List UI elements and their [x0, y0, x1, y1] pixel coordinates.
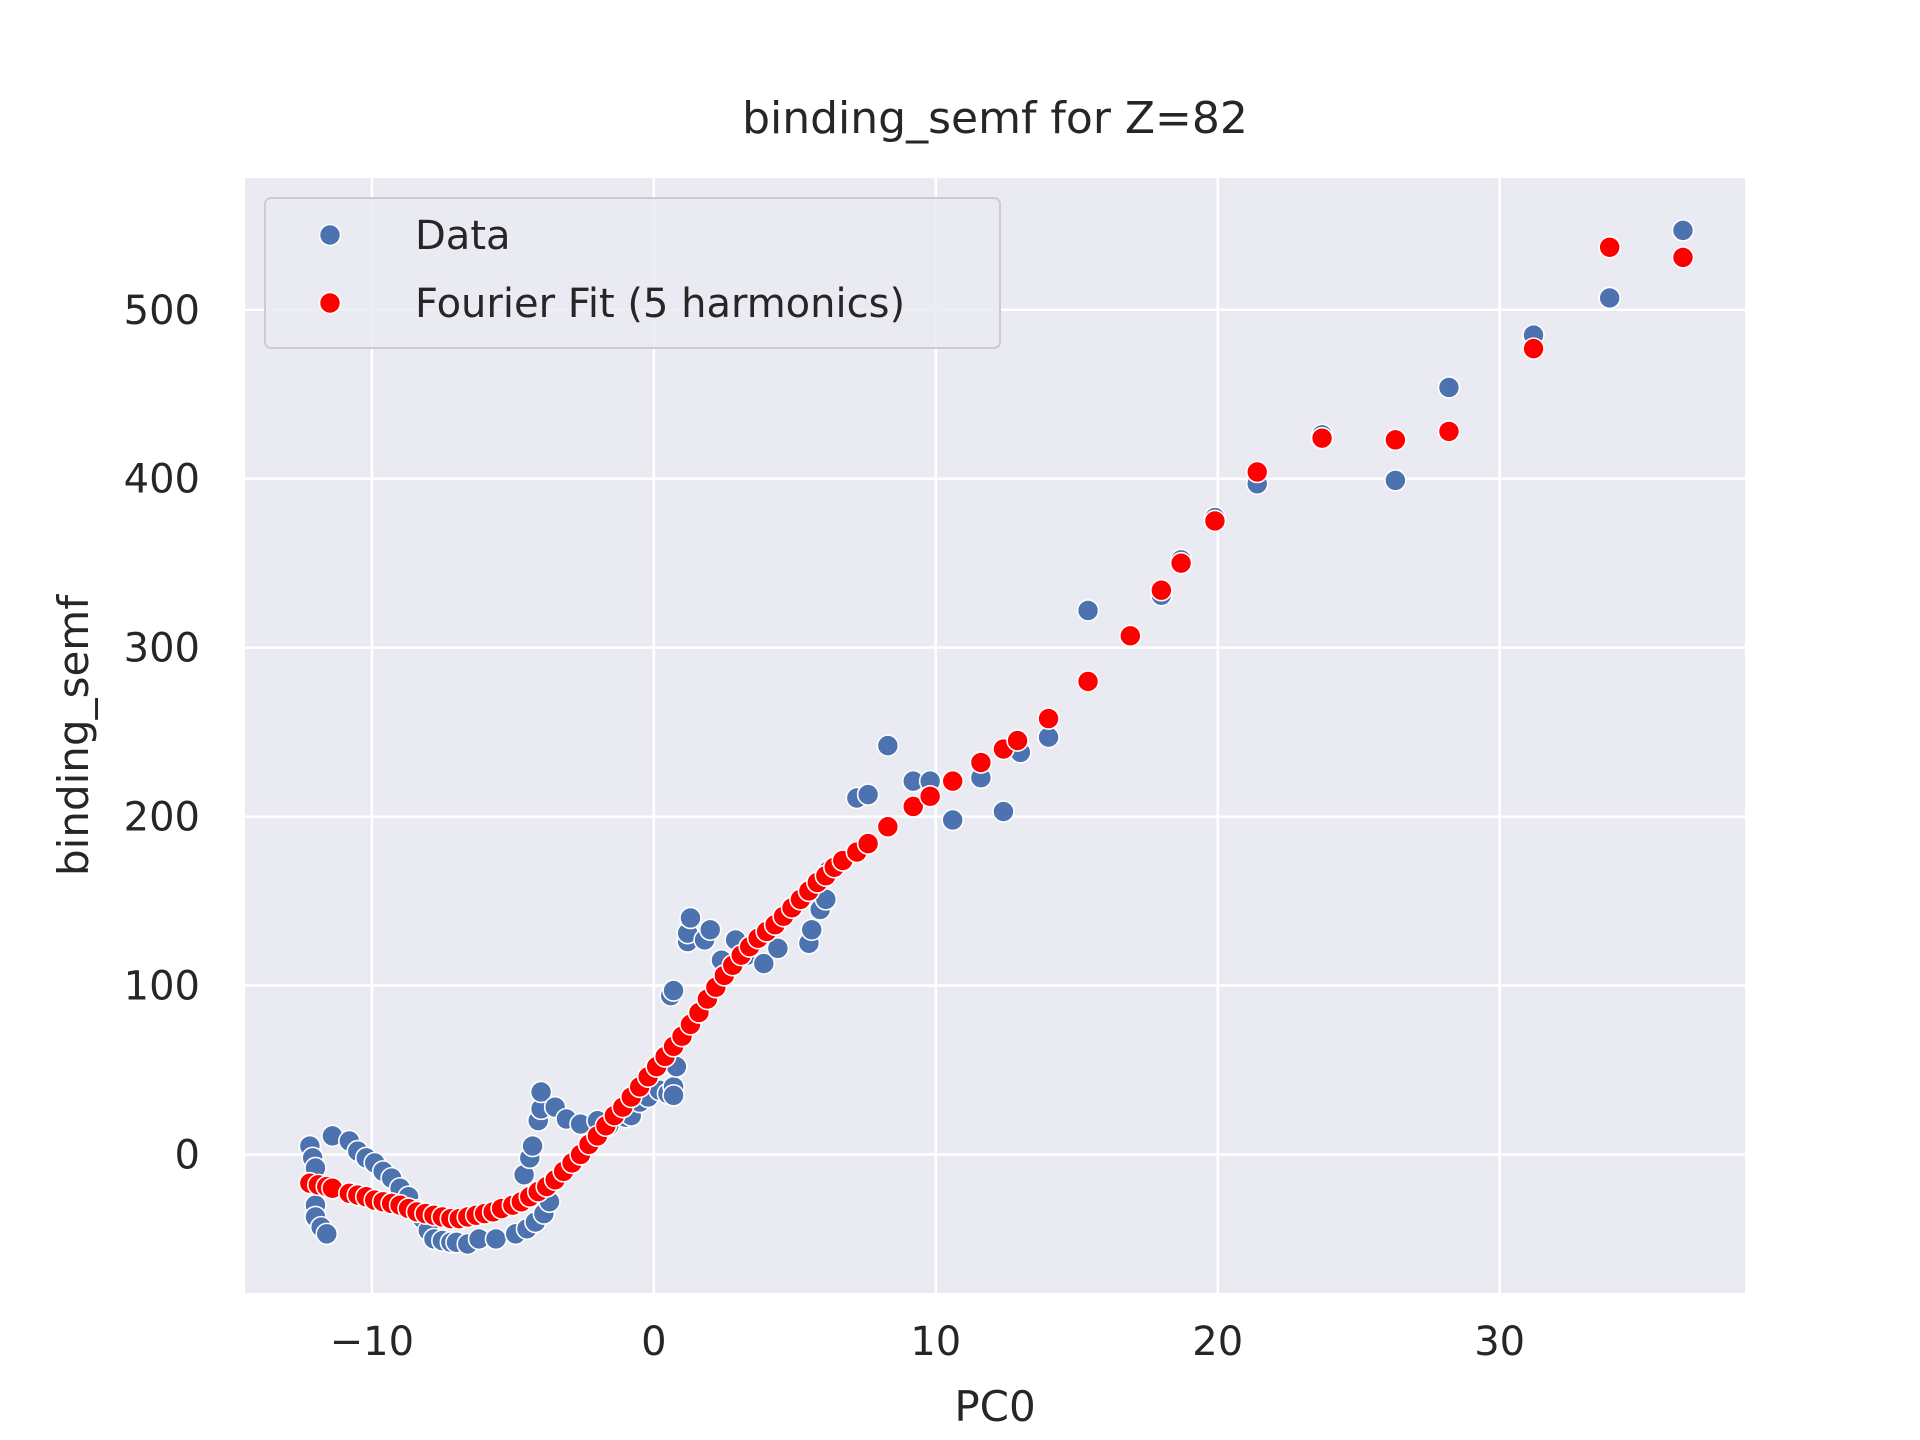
data-point	[698, 918, 722, 942]
fit-point	[876, 815, 900, 839]
data-point	[662, 979, 685, 1002]
fit-point	[1310, 426, 1334, 450]
fit-point	[1006, 729, 1029, 752]
chart-title: binding_semf for Z=82	[742, 93, 1248, 144]
fit-point	[1119, 624, 1142, 648]
x-axis-label: PC0	[954, 1382, 1035, 1431]
x-tick-label: −10	[330, 1319, 414, 1365]
fit-point	[1150, 578, 1173, 602]
plot-area	[245, 178, 1745, 1293]
fit-point	[969, 751, 993, 774]
fit-series	[298, 235, 1695, 1230]
y-tick-label: 300	[124, 626, 200, 672]
fit-point	[1671, 246, 1695, 269]
y-axis-label: binding_semf	[49, 594, 98, 876]
data-point	[941, 808, 965, 832]
data-point	[800, 918, 824, 942]
data-point	[766, 937, 790, 960]
fit-point	[1037, 707, 1060, 730]
y-tick-label: 200	[124, 795, 200, 841]
legend-marker-fit	[318, 291, 342, 315]
y-tick-label: 0	[175, 1132, 200, 1178]
data-point	[1076, 599, 1100, 622]
x-tick-label: 20	[1192, 1319, 1243, 1365]
data-point	[315, 1222, 339, 1246]
fit-point	[1437, 420, 1461, 443]
legend-label-fit: Fourier Fit (5 harmonics)	[415, 281, 905, 327]
data-point	[679, 906, 702, 930]
fit-point	[1169, 551, 1193, 575]
series-points	[298, 219, 1695, 1256]
x-tick-label: 30	[1474, 1319, 1525, 1365]
data-point	[876, 734, 900, 757]
data-point	[1671, 219, 1695, 242]
fit-point	[1598, 235, 1621, 259]
y-tick-label: 400	[124, 457, 200, 503]
fit-point	[1076, 670, 1100, 693]
data-point	[752, 952, 776, 975]
y-tick-label: 500	[124, 288, 200, 334]
fit-point	[901, 795, 925, 818]
fit-point	[1522, 337, 1545, 360]
data-point	[992, 800, 1015, 823]
fit-point	[918, 785, 942, 808]
fit-point	[1384, 428, 1407, 452]
fit-point	[1245, 460, 1269, 484]
legend: Data Fourier Fit (5 harmonics)	[264, 197, 1001, 349]
data-point	[529, 1080, 553, 1104]
data-point	[856, 783, 880, 806]
legend-label-data: Data	[415, 213, 511, 259]
legend-marker-data	[318, 223, 342, 247]
data-point	[1437, 376, 1461, 399]
data-point	[521, 1134, 544, 1158]
data-point	[484, 1227, 508, 1251]
legend-box	[264, 197, 1001, 349]
fit-point	[1203, 509, 1227, 533]
fit-point	[856, 832, 880, 855]
data-point	[662, 1084, 685, 1107]
fit-point	[941, 769, 965, 793]
data-point	[1384, 469, 1407, 492]
y-tick-label: 100	[124, 964, 200, 1010]
x-tick-label: 10	[910, 1319, 961, 1365]
data-point	[1598, 286, 1621, 310]
x-tick-label: 0	[641, 1319, 666, 1365]
